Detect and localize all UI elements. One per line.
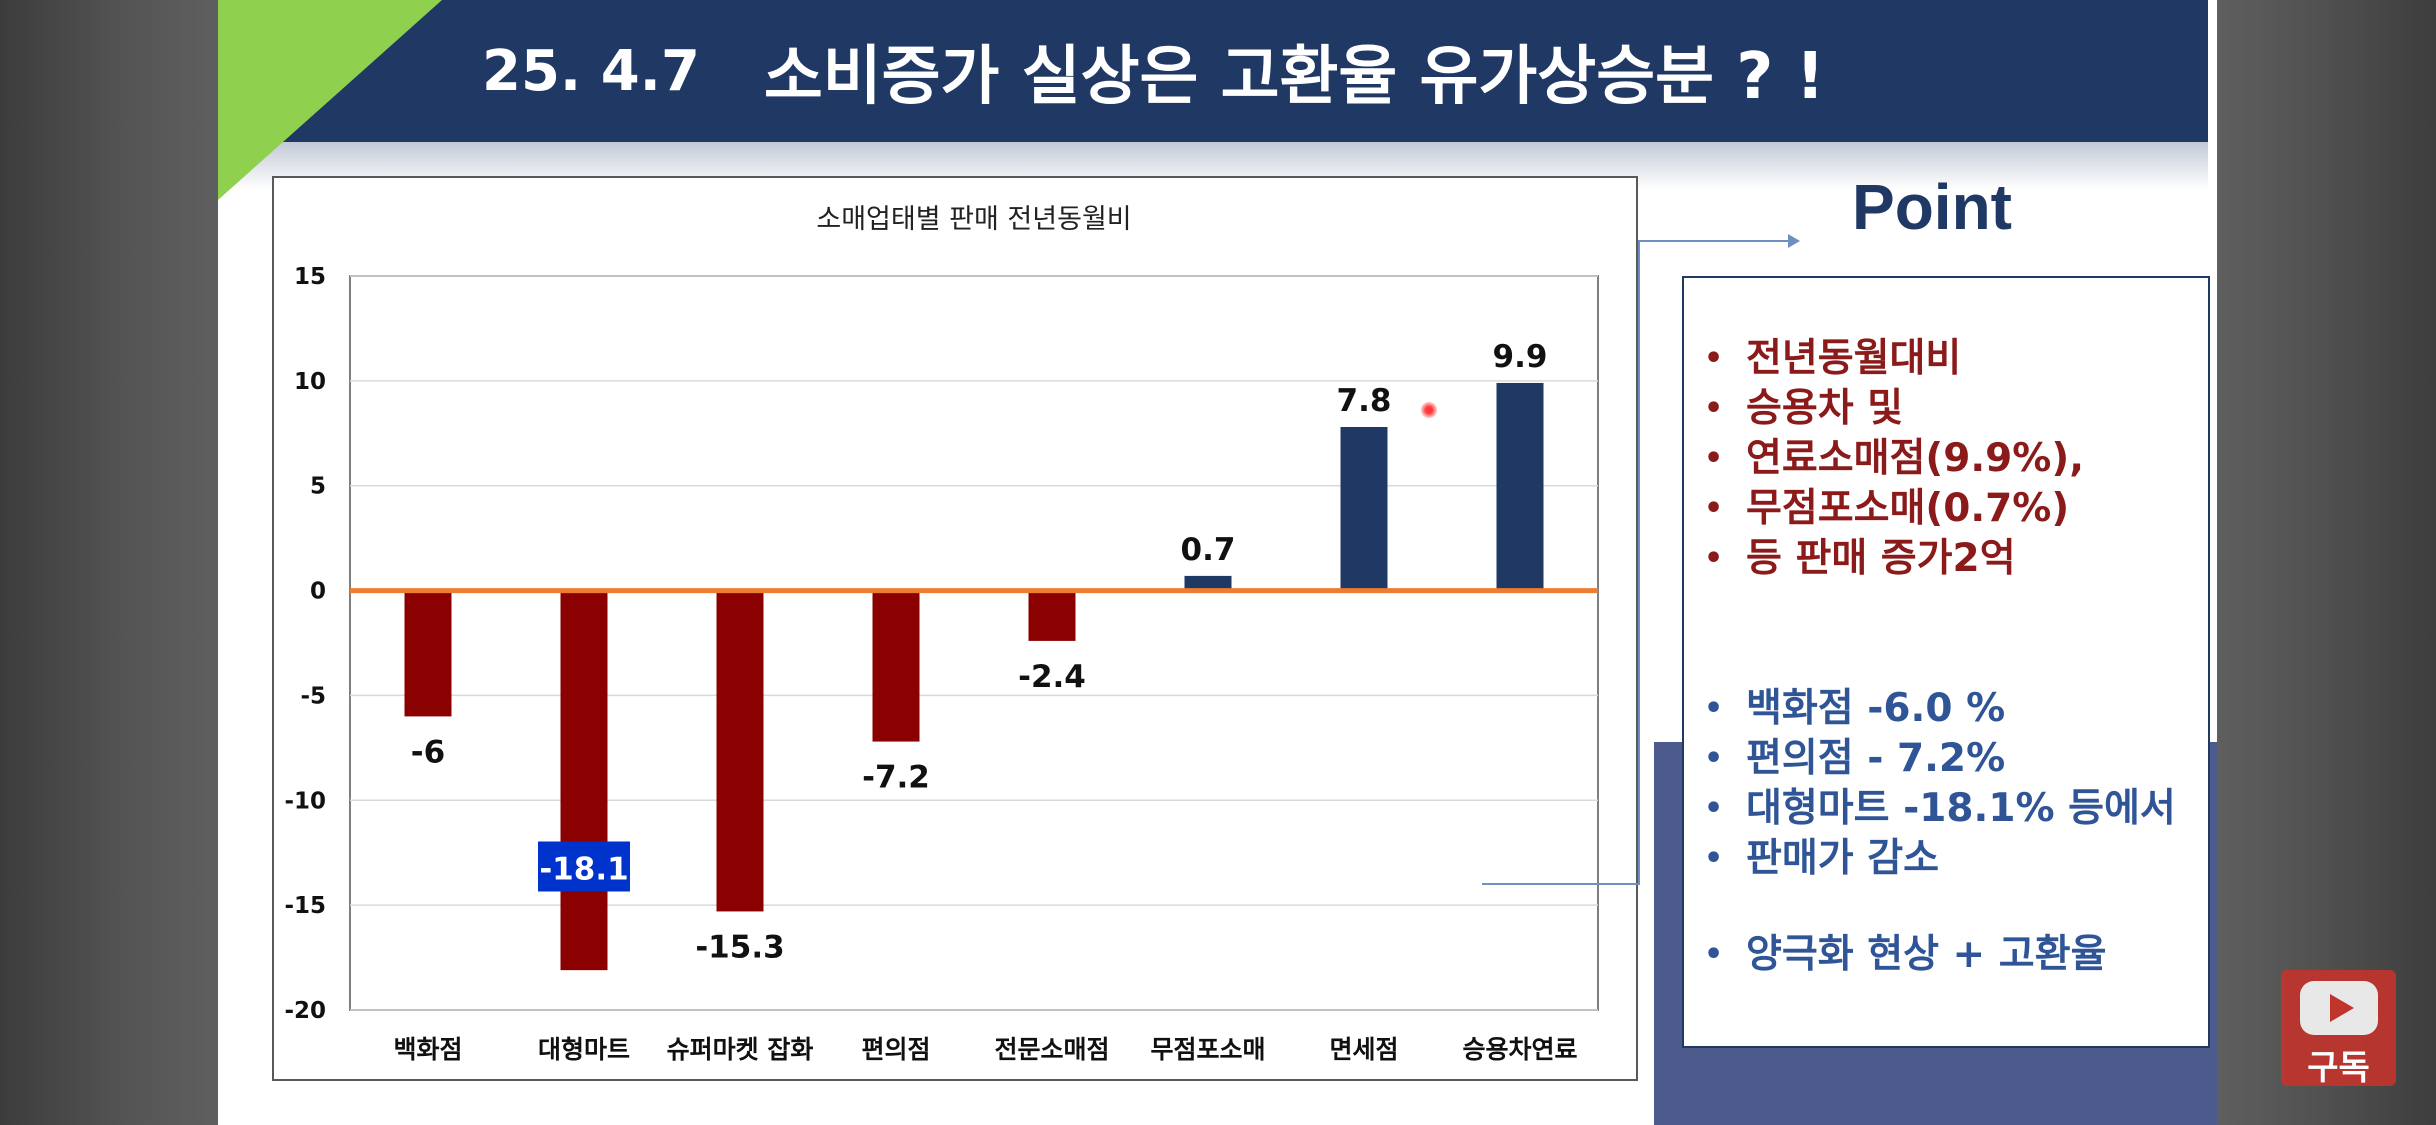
x-tick-label: 편의점 <box>861 1035 930 1064</box>
connector-line-vertical <box>1638 240 1640 884</box>
increase-item-text: 연료소매점(9.9%), <box>1746 436 2085 481</box>
point-summary-box: • 전년동월대비 • 승용차 및 • 연료소매점(9.9%), • 무점포소매(0.7%) • 등… <box>1682 276 2210 1048</box>
decrease-list: • 백화점 -6.0 % • 편의점 - 7.2% • 대형마트 -18.1% 등에서 • 판… <box>1696 684 2176 884</box>
y-tick-label: -10 <box>284 788 326 814</box>
y-tick-label: 0 <box>310 579 326 605</box>
y-tick-label: 15 <box>294 264 326 290</box>
plot-area-border <box>349 275 1599 1011</box>
bar <box>1340 426 1388 591</box>
slide-date: 25. 4.7 <box>482 38 700 104</box>
bullet-icon: • <box>1704 441 1724 476</box>
data-label: -6 <box>411 734 445 770</box>
connector-line-bottom <box>1482 883 1640 885</box>
x-tick-label: 슈퍼마켓 잡화 <box>667 1035 814 1064</box>
y-tick-label: -5 <box>300 683 326 709</box>
increase-item: • 연료소매점(9.9%), <box>1696 434 2084 484</box>
slide-edge-strip <box>2208 0 2217 742</box>
bullet-icon: • <box>1704 491 1724 526</box>
bullet-icon: • <box>1704 741 1724 776</box>
green-corner-triangle <box>218 0 442 200</box>
decrease-item: • 대형마트 -18.1% 등에서 <box>1696 784 2176 834</box>
decrease-item: • 백화점 -6.0 % <box>1696 684 2176 734</box>
summary-item-text: 양극화 현상 + 고환율 <box>1746 932 2107 977</box>
decrease-item: • 판매가 감소 <box>1696 834 2176 884</box>
y-tick-label: -20 <box>284 998 326 1024</box>
decrease-item-text: 편의점 - 7.2% <box>1746 736 2006 781</box>
bar-chart-canvas: 소매업태별 판매 전년동월비 15 10 5 0 -5 -10 -15 -20 백화점 -6 대형마트… <box>284 204 1599 1064</box>
subscribe-label: 구독 <box>2307 1048 2370 1088</box>
x-tick-label: 무점포소매 <box>1150 1035 1265 1064</box>
data-label: -2.4 <box>1018 659 1086 695</box>
decrease-item: • 편의점 - 7.2% <box>1696 734 2176 784</box>
laser-pointer-icon <box>1421 402 1437 418</box>
decrease-item-text: 판매가 감소 <box>1746 836 1939 881</box>
bullet-icon: • <box>1704 341 1724 376</box>
data-label: 7.8 <box>1337 383 1392 419</box>
bar-chart: 소매업태별 판매 전년동월비 15 10 5 0 -5 -10 -15 -20 백화점 -6 대형마트… <box>272 176 1638 1081</box>
slide-title: 25. 4.7 소비증가 실상은 고환율 유가상승분 ? ! <box>482 26 1825 116</box>
presentation-slide: 25. 4.7 소비증가 실상은 고환율 유가상승분 ? ! 소매업태별 판매 … <box>218 0 2217 1125</box>
increase-item: • 등 판매 증가2억 <box>1696 534 2084 584</box>
x-tick-label: 승용차연료 <box>1462 1035 1577 1064</box>
y-tick-label: -15 <box>284 893 326 919</box>
increase-item-text: 등 판매 증가2억 <box>1746 536 2016 581</box>
bar <box>1184 575 1232 591</box>
summary-list: • 양극화 현상 + 고환율 <box>1696 930 2106 980</box>
increase-item-text: 승용차 및 <box>1746 386 1904 431</box>
play-triangle-icon <box>2330 994 2354 1022</box>
bullet-icon: • <box>1704 841 1724 876</box>
increase-item-text: 무점포소매(0.7%) <box>1746 486 2070 531</box>
data-label: -7.2 <box>862 760 930 796</box>
bar <box>1496 382 1544 591</box>
x-tick-label: 면세점 <box>1329 1035 1398 1064</box>
point-heading: Point <box>1852 171 2012 243</box>
bar <box>560 590 608 971</box>
increase-item: • 무점포소매(0.7%) <box>1696 484 2084 534</box>
bar <box>1028 590 1076 641</box>
video-right-margin <box>2217 0 2436 1125</box>
summary-item: • 양극화 현상 + 고환율 <box>1696 930 2106 980</box>
bullet-icon: • <box>1704 791 1724 826</box>
increase-list: • 전년동월대비 • 승용차 및 • 연료소매점(9.9%), • 무점포소매(0.7%) • 등… <box>1696 334 2084 584</box>
increase-item-text: 전년동월대비 <box>1746 336 1962 381</box>
y-tick-label: 10 <box>294 369 326 395</box>
x-tick-label: 백화점 <box>393 1035 462 1064</box>
bar <box>716 590 764 912</box>
x-tick-label: 전문소매점 <box>994 1035 1109 1064</box>
title-banner <box>218 0 2212 142</box>
data-label: -18.1 <box>539 851 628 887</box>
bar <box>872 590 920 742</box>
increase-item: • 전년동월대비 <box>1696 334 2084 384</box>
data-label: -15.3 <box>695 929 784 965</box>
x-tick-label: 대형마트 <box>538 1035 630 1064</box>
bullet-icon: • <box>1704 691 1724 726</box>
data-label: 0.7 <box>1181 532 1236 568</box>
slide-headline: 소비증가 실상은 고환율 유가상승분 ? ! <box>763 40 1825 114</box>
connector-arrow-icon <box>1788 234 1800 248</box>
bullet-icon: • <box>1704 541 1724 576</box>
data-label: 9.9 <box>1493 339 1548 375</box>
highlight-label-box <box>538 841 630 892</box>
video-left-margin <box>0 0 218 1125</box>
y-tick-label: 5 <box>310 474 326 500</box>
decrease-item-text: 대형마트 -18.1% 등에서 <box>1746 786 2176 831</box>
chart-title: 소매업태별 판매 전년동월비 <box>816 204 1131 235</box>
bullet-icon: • <box>1704 937 1724 972</box>
bullet-icon: • <box>1704 391 1724 426</box>
bar <box>404 590 452 717</box>
decrease-item-text: 백화점 -6.0 % <box>1746 686 2006 731</box>
increase-item: • 승용차 및 <box>1696 384 2084 434</box>
connector-line-top <box>1638 240 1791 242</box>
